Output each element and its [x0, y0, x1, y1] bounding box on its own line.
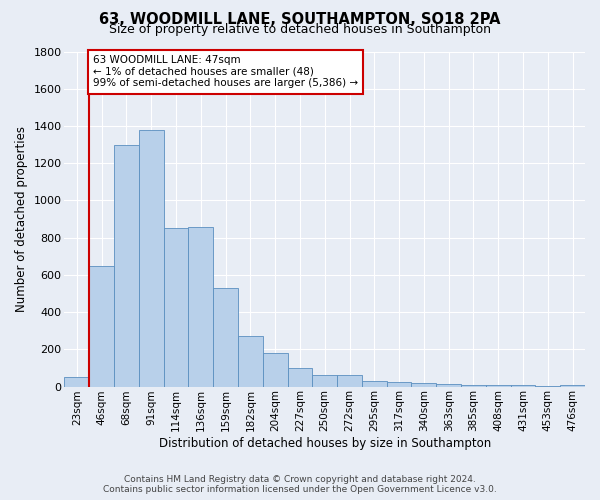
- Text: 63, WOODMILL LANE, SOUTHAMPTON, SO18 2PA: 63, WOODMILL LANE, SOUTHAMPTON, SO18 2PA: [99, 12, 501, 28]
- Bar: [511, 385, 535, 386]
- Bar: [560, 385, 585, 386]
- Bar: [238, 336, 263, 386]
- Bar: [263, 353, 287, 386]
- Text: Contains HM Land Registry data © Crown copyright and database right 2024.
Contai: Contains HM Land Registry data © Crown c…: [103, 474, 497, 494]
- Text: Size of property relative to detached houses in Southampton: Size of property relative to detached ho…: [109, 22, 491, 36]
- Bar: [386, 382, 412, 386]
- Bar: [139, 130, 164, 386]
- Bar: [164, 228, 188, 386]
- Y-axis label: Number of detached properties: Number of detached properties: [15, 126, 28, 312]
- Bar: [313, 376, 337, 386]
- Bar: [362, 382, 386, 386]
- Bar: [114, 144, 139, 386]
- Bar: [412, 383, 436, 386]
- Bar: [89, 266, 114, 386]
- Text: 63 WOODMILL LANE: 47sqm
← 1% of detached houses are smaller (48)
99% of semi-det: 63 WOODMILL LANE: 47sqm ← 1% of detached…: [93, 55, 358, 88]
- Bar: [213, 288, 238, 386]
- Bar: [337, 376, 362, 386]
- Bar: [64, 377, 89, 386]
- X-axis label: Distribution of detached houses by size in Southampton: Distribution of detached houses by size …: [158, 437, 491, 450]
- Bar: [188, 228, 213, 386]
- Bar: [486, 384, 511, 386]
- Bar: [436, 384, 461, 386]
- Bar: [287, 368, 313, 386]
- Bar: [461, 384, 486, 386]
